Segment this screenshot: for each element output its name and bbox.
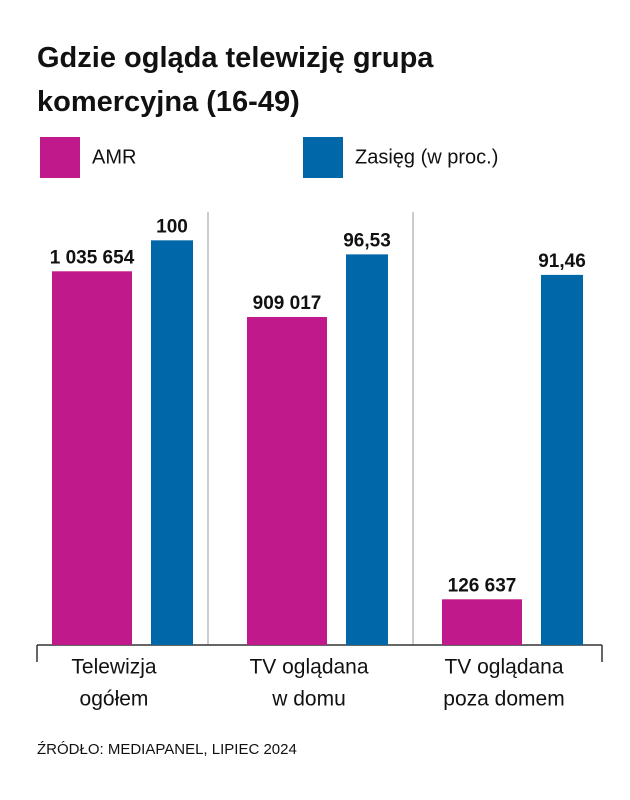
bar	[247, 316, 327, 645]
x-tick-label: poza domem	[443, 688, 564, 711]
source: ŹRÓDŁO: MEDIAPANEL, LIPIEC 2024	[37, 741, 297, 758]
x-tick-label: TV oglądana	[444, 656, 563, 679]
legend-label: AMR	[92, 146, 136, 168]
legend-swatch	[303, 137, 343, 178]
legend-swatch	[40, 137, 80, 178]
x-tick-label: TV oglądana	[249, 656, 368, 679]
data-label: 100	[156, 216, 188, 237]
bar	[541, 274, 583, 645]
bar	[151, 240, 193, 646]
x-tick-label: w domu	[271, 688, 346, 711]
data-label: 909 017	[253, 293, 322, 314]
bar	[346, 254, 388, 645]
data-label: 96,53	[343, 230, 391, 251]
x-tick-label: ogółem	[80, 688, 149, 711]
bar	[442, 599, 522, 645]
chart-title: Gdzie ogląda telewizję grupa komercyjna …	[37, 42, 434, 118]
bar	[52, 271, 132, 645]
legend-label: Zasięg (w proc.)	[355, 146, 498, 168]
x-tick-label: Telewizja	[71, 656, 157, 679]
data-label: 1 035 654	[50, 247, 135, 268]
data-label: 126 637	[448, 575, 517, 596]
data-label: 91,46	[538, 251, 586, 272]
